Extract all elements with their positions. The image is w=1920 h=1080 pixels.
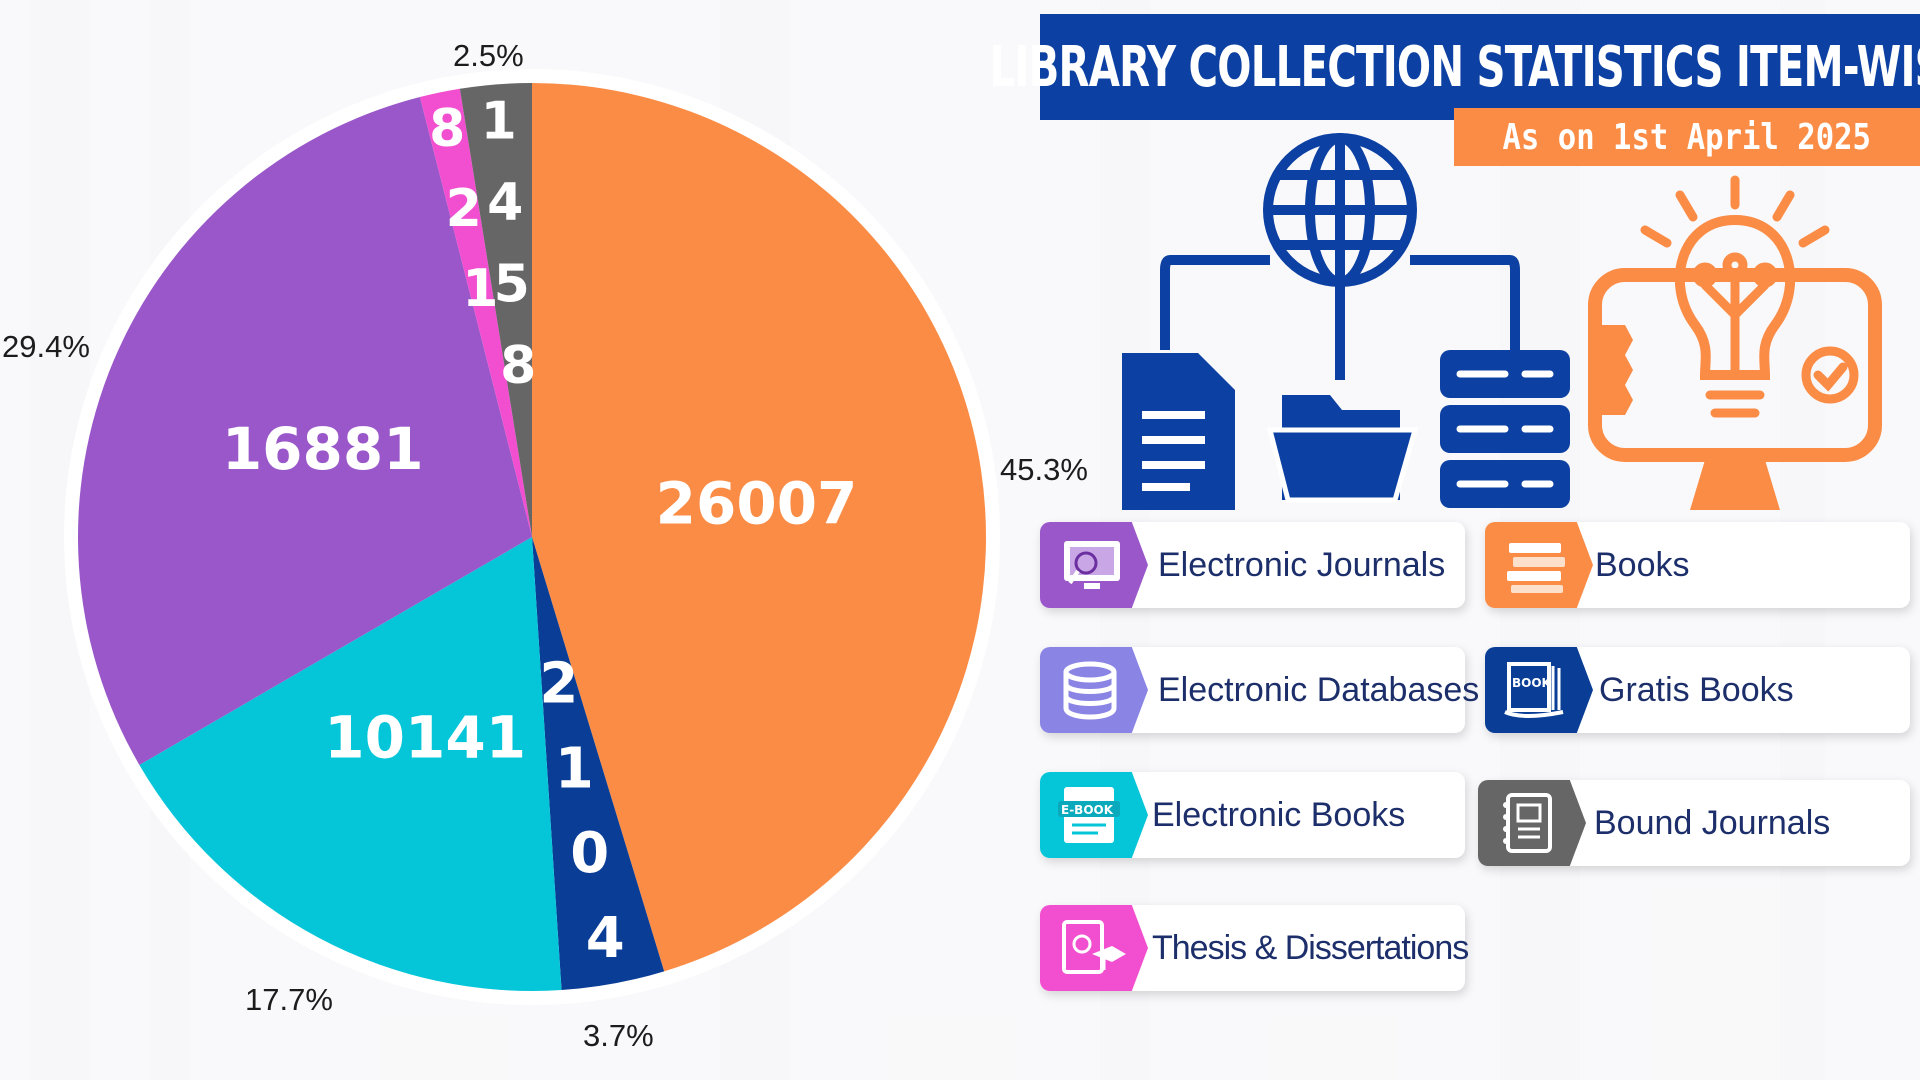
legend-badge: [1040, 905, 1148, 991]
slice-value-digit: 1: [462, 259, 498, 319]
slice-value-digit: 1: [555, 736, 594, 801]
slice-electronic-journals: [77, 97, 532, 765]
slice-value-label: 10141: [324, 703, 526, 771]
legend-item-books: Books: [1485, 522, 1910, 608]
slice-value-digit: 2: [446, 179, 482, 239]
journal-search-icon: [1064, 541, 1120, 589]
legend-label: Electronic Journals: [1158, 546, 1446, 584]
slice-value-label: 16881: [222, 415, 424, 483]
slice-value-digit: 8: [429, 99, 465, 159]
svg-text:E-BOOK: E-BOOK: [1061, 803, 1114, 817]
slice-bound-journals: [459, 83, 532, 537]
books-stack-icon: [1507, 543, 1565, 593]
legend-item-bound-journals: Bound Journals: [1478, 780, 1910, 866]
slice-value-digit: 5: [494, 255, 530, 315]
legend-badge: E-BOOK: [1040, 772, 1148, 858]
legend-badge: [1478, 780, 1586, 866]
slice-gratis-books: [532, 537, 665, 991]
percent-label-navy: 3.7%: [583, 1018, 654, 1053]
legend-label: Gratis Books: [1599, 671, 1794, 709]
document-icon: [1122, 353, 1235, 510]
percent-label-purple: 29.4%: [2, 329, 90, 364]
idea-monitor-illustration: [1588, 175, 1882, 510]
legend-label: Electronic Books: [1152, 796, 1406, 834]
percent-label-orange: 45.3%: [1000, 452, 1088, 487]
subtitle-banner: As on 1st April 2025: [1454, 108, 1920, 166]
network-illustration: [1122, 133, 1570, 510]
legend-item-thesis-dissertations: Thesis & Dissertations: [1040, 905, 1469, 991]
svg-text:BOOK: BOOK: [1512, 676, 1552, 690]
legend-badge: [1485, 522, 1593, 608]
slice-value-digit: 1: [481, 92, 517, 152]
legend-label: Books: [1595, 546, 1690, 584]
notebook-icon: [1503, 793, 1552, 853]
ebook-icon: E-BOOK: [1058, 787, 1120, 843]
slice-electronic-books: [139, 537, 562, 991]
slice-value-digit: 0: [570, 821, 609, 886]
thesis-icon: [1062, 920, 1126, 974]
percent-label-gray: 2.5%: [453, 38, 524, 73]
legend-label: Bound Journals: [1594, 804, 1831, 842]
slice-thesis: [419, 88, 532, 538]
legend-item-electronic-databases: Electronic Databases: [1040, 647, 1479, 733]
legend-label: Thesis & Dissertations: [1152, 929, 1469, 967]
book-hand-icon: BOOK: [1504, 662, 1564, 718]
slice-books: [532, 83, 986, 972]
legend-label: Electronic Databases: [1158, 671, 1480, 709]
database-icon: [1063, 661, 1117, 720]
page-subtitle: As on 1st April 2025: [1502, 116, 1872, 158]
legend-badge: BOOK: [1485, 647, 1593, 733]
slice-value-digit: 4: [487, 173, 523, 233]
pie-chart: 26007 2 1 0 4 10141 16881 8 2 1 1 4 5 8: [64, 69, 1000, 1005]
legend-badge: [1040, 522, 1148, 608]
slice-value-label: 26007: [656, 470, 858, 538]
slice-value-digit: 2: [539, 651, 578, 716]
folder-icon: [1266, 395, 1419, 503]
legend-item-electronic-books: E-BOOK Electronic Books: [1040, 772, 1465, 858]
legend-item-electronic-journals: Electronic Journals: [1040, 522, 1465, 608]
legend-badge: [1040, 647, 1148, 733]
legend-item-gratis-books: BOOK Gratis Books: [1485, 647, 1910, 733]
percent-label-cyan: 17.7%: [245, 982, 333, 1017]
page-title: LIBRARY COLLECTION STATISTICS ITEM-WISE: [989, 34, 1920, 100]
server-icon: [1440, 350, 1570, 508]
slice-value-digit: 8: [500, 336, 536, 396]
slice-value-digit: 4: [586, 906, 625, 971]
title-banner: LIBRARY COLLECTION STATISTICS ITEM-WISE: [990, 14, 1920, 120]
